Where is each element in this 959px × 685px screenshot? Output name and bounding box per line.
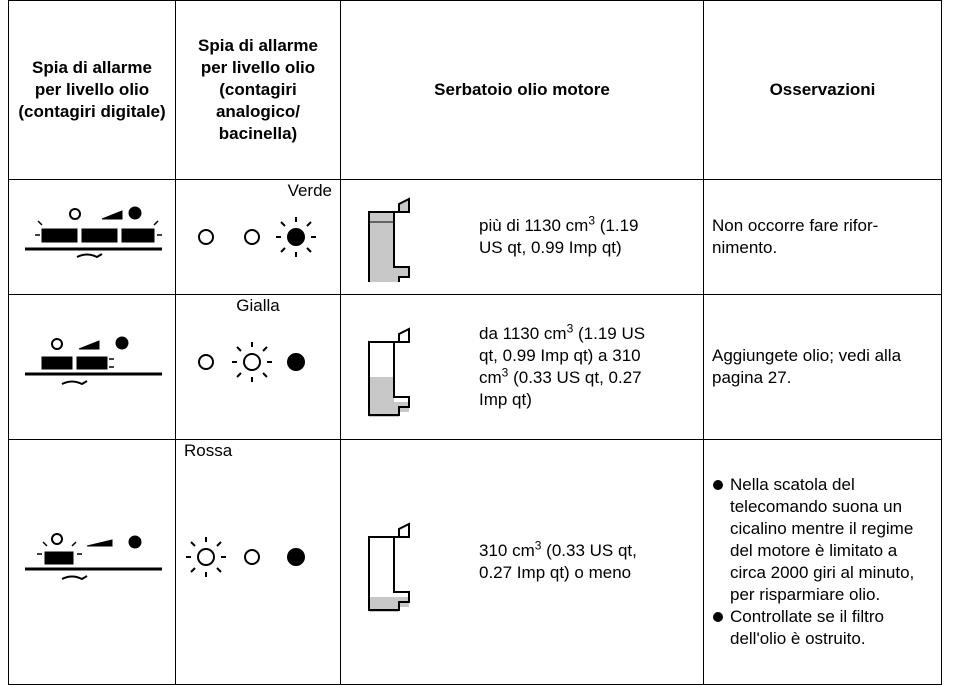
digital-icon xyxy=(8,179,176,295)
header-cell: Spia di allarme per livello olio (contag… xyxy=(175,0,341,180)
notes-cell: Non occorre fare rifor-nimento. xyxy=(703,179,942,295)
header-cell: Serbatoio olio motore xyxy=(340,0,704,180)
tank-cell: 310 cm3 (0.33 US qt, 0.27 Imp qt) o meno xyxy=(340,439,704,685)
tank-text: da 1130 cm xyxy=(479,324,567,343)
tank-text: (0.33 US qt, 0.27 Imp qt) o meno xyxy=(479,541,637,582)
notes-cell: Nella scatola del telecomando suona un c… xyxy=(703,439,942,685)
tank-sup: 3 xyxy=(588,213,595,228)
note-line: nimento. xyxy=(712,238,778,257)
digital-icon xyxy=(8,439,176,685)
lamp-color: Gialla xyxy=(236,296,280,315)
note-list: Nella scatola del telecomando suona un c… xyxy=(712,474,933,650)
analog-cell: Rossa xyxy=(175,439,341,685)
tank-sup: 3 xyxy=(534,538,542,553)
note-bullet: Nella scatola del telecomando suona un c… xyxy=(713,474,933,606)
row: Rossa 310 cm3 (0.33 US qt, 0.27 Imp qt) … xyxy=(8,439,942,685)
analog-cell: Verde xyxy=(175,179,341,295)
tank-cell: più di 1130 cm3 (1.19 US qt, 0.99 Imp qt… xyxy=(340,179,704,295)
note-line: Aggiungete olio; vedi alla pagina 27. xyxy=(712,346,902,387)
tank-text: 310 cm xyxy=(479,541,535,560)
lamp-color: Rossa xyxy=(184,441,233,460)
digital-icon xyxy=(8,294,176,440)
tank-text: (0.33 US qt, 0.27 Imp qt) xyxy=(479,368,642,409)
tank-cell: da 1130 cm3 (1.19 US qt, 0.99 Imp qt) a … xyxy=(340,294,704,440)
tank-text: (1.19 US qt, 0.99 Imp qt) a 310 cm xyxy=(479,324,646,387)
tank-text: più di 1130 cm xyxy=(479,216,589,235)
note-line: Non occorre fare rifor- xyxy=(712,216,879,235)
header-row: Spia di allarme per livello olio (contag… xyxy=(8,0,942,180)
note-bullet: Controllate se il filtro dell'olio è ost… xyxy=(713,606,933,650)
header-cell: Osservazioni xyxy=(703,0,942,180)
lamp-color: Verde xyxy=(287,181,332,200)
tank-text: (1.19 US qt, 0.99 Imp qt) xyxy=(479,216,639,257)
tank-sup: 3 xyxy=(501,365,509,380)
analog-cell: Gialla xyxy=(175,294,341,440)
header-cell: Spia di allarme per livello olio (contag… xyxy=(8,0,176,180)
notes-cell: Aggiungete olio; vedi alla pagina 27. xyxy=(703,294,942,440)
row: Verde più di 1130 cm3 (1.19 US qt, 0.99 … xyxy=(8,179,942,295)
tank-sup: 3 xyxy=(566,321,574,336)
oil-table: Spia di allarme per livello olio (contag… xyxy=(8,0,942,685)
row: Gialla da 1130 cm3 (1.19 US qt, 0.99 Imp… xyxy=(8,294,942,440)
